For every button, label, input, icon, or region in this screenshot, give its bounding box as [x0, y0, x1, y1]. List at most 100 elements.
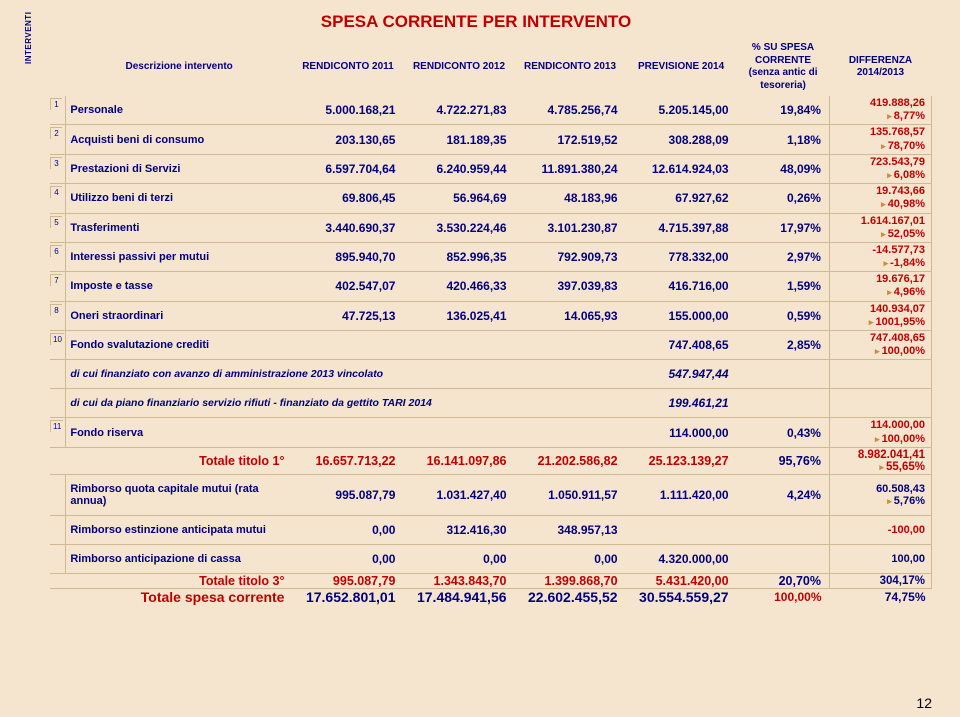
row-num: 10 — [50, 333, 64, 345]
row-desc: Interessi passivi per mutui — [66, 242, 293, 271]
row-desc: Fondo riserva — [66, 418, 293, 447]
cell: 16.657.713,22 — [292, 447, 403, 474]
th-c5: % SU SPESA CORRENTE (senza antic di teso… — [737, 38, 830, 96]
cell: 747.408,65 — [626, 331, 737, 360]
cell: 4.715.397,88 — [626, 213, 737, 242]
table-row: 4 Utilizzo beni di terzi 69.806,45 56.96… — [50, 184, 932, 213]
cell: 420.466,33 — [403, 272, 514, 301]
cell: 0,00 — [292, 544, 403, 573]
total-row: Totale titolo 3° 995.087,79 1.343.843,70… — [50, 573, 932, 588]
diff-pct: ▸6,08% — [832, 169, 925, 182]
cell: 852.996,35 — [403, 242, 514, 271]
diff-value: -100,00 — [829, 515, 931, 544]
row-desc: Prestazioni di Servizi — [66, 154, 293, 183]
table-row: Rimborso estinzione anticipata mutui 0,0… — [50, 515, 932, 544]
table-row: 6 Interessi passivi per mutui 895.940,70… — [50, 242, 932, 271]
diff-value: 140.934,07 — [832, 303, 925, 316]
row-num: 1 — [50, 98, 62, 110]
cell: 20,70% — [737, 573, 830, 588]
cell: 6.597.704,64 — [292, 154, 403, 183]
cell: 397.039,83 — [515, 272, 626, 301]
cell: 308.288,09 — [626, 125, 737, 154]
cell: 25.123.139,27 — [626, 447, 737, 474]
cell: 181.189,35 — [403, 125, 514, 154]
row-num: 5 — [50, 216, 62, 228]
diff-value: 304,17% — [832, 575, 925, 587]
diff-value: -14.577,73 — [832, 244, 925, 257]
diff-pct: ▸4,96% — [832, 286, 925, 299]
table-row: 11 Fondo riserva 114.000,00 0,43% 114.00… — [50, 418, 932, 447]
cell: 14.065,93 — [515, 301, 626, 330]
cell: 95,76% — [737, 447, 830, 474]
cell: 17,97% — [737, 213, 830, 242]
th-c4: PREVISIONE 2014 — [626, 38, 737, 96]
cell — [403, 331, 514, 360]
cell: 114.000,00 — [626, 418, 737, 447]
cell: 0,00 — [403, 544, 514, 573]
diff-pct: ▸8,77% — [832, 110, 925, 123]
cell: 402.547,07 — [292, 272, 403, 301]
cell: 0,26% — [737, 184, 830, 213]
grand-total-row: Totale spesa corrente 17.652.801,01 17.4… — [50, 588, 932, 605]
cell: 312.416,30 — [403, 515, 514, 544]
row-desc: Fondo svalutazione crediti — [66, 331, 293, 360]
cell: 1.343.843,70 — [403, 573, 514, 588]
th-c2: RENDICONTO 2012 — [403, 38, 514, 96]
row-num: 2 — [50, 127, 62, 139]
diff-pct: ▸100,00% — [832, 345, 925, 358]
cell: 4,24% — [737, 474, 830, 515]
cell — [737, 515, 830, 544]
cell: 48,09% — [737, 154, 830, 183]
cell: 3.530.224,46 — [403, 213, 514, 242]
cell — [292, 418, 403, 447]
row-desc: Imposte e tasse — [66, 272, 293, 301]
cell — [403, 418, 514, 447]
cell: 4.320.000,00 — [626, 544, 737, 573]
diff-pct: ▸100,00% — [832, 433, 925, 446]
cell: 11.891.380,24 — [515, 154, 626, 183]
th-c1: RENDICONTO 2011 — [292, 38, 403, 96]
row-desc: Rimborso estinzione anticipata mutui — [66, 515, 293, 544]
cell: 5.205.145,00 — [626, 96, 737, 124]
cell — [515, 331, 626, 360]
table-row: 2 Acquisti beni di consumo 203.130,65 18… — [50, 125, 932, 154]
cell — [626, 515, 737, 544]
grand-label: Totale spesa corrente — [66, 588, 293, 605]
cell: 416.716,00 — [626, 272, 737, 301]
cell: 1.111.420,00 — [626, 474, 737, 515]
cell: 5.000.168,21 — [292, 96, 403, 124]
cell: 2,85% — [737, 331, 830, 360]
cell: 0,59% — [737, 301, 830, 330]
th-c6: DIFFERENZA 2014/2013 — [829, 38, 931, 96]
row-num: 6 — [50, 245, 62, 257]
cell: 12.614.924,03 — [626, 154, 737, 183]
cell: 48.183,96 — [515, 184, 626, 213]
diff-value: 60.508,43▸5,76% — [829, 474, 931, 515]
cell: 1.050.911,57 — [515, 474, 626, 515]
table-row: 8 Oneri straordinari 47.725,13 136.025,4… — [50, 301, 932, 330]
table-row: 1 Personale 5.000.168,21 4.722.271,83 4.… — [50, 96, 932, 124]
cell: 5.431.420,00 — [626, 573, 737, 588]
cell: 3.101.230,87 — [515, 213, 626, 242]
diff-value: 100,00 — [829, 544, 931, 573]
table-header-row: Descrizione intervento RENDICONTO 2011 R… — [50, 38, 932, 96]
cell: 3.440.690,37 — [292, 213, 403, 242]
diff-pct: ▸55,65% — [832, 461, 925, 473]
diff-value: 1.614.167,01 — [832, 215, 925, 228]
cell: 1.031.427,40 — [403, 474, 514, 515]
row-desc: Trasferimenti — [66, 213, 293, 242]
diff-value: 135.768,57 — [832, 126, 925, 139]
cell: 69.806,45 — [292, 184, 403, 213]
diff-value: 19.676,17 — [832, 273, 925, 286]
row-desc: Rimborso anticipazione di cassa — [66, 544, 293, 573]
cell: 778.332,00 — [626, 242, 737, 271]
total-label: Totale titolo 1° — [66, 447, 293, 474]
cell — [292, 331, 403, 360]
cell — [737, 544, 830, 573]
table-row: Rimborso quota capitale mutui (rata annu… — [50, 474, 932, 515]
row-desc: Acquisti beni di consumo — [66, 125, 293, 154]
table-subrow: di cui da piano finanziario servizio rif… — [50, 389, 932, 418]
cell: 203.130,65 — [292, 125, 403, 154]
cell: 348.957,13 — [515, 515, 626, 544]
diff-pct: ▸-1,84% — [832, 257, 925, 270]
